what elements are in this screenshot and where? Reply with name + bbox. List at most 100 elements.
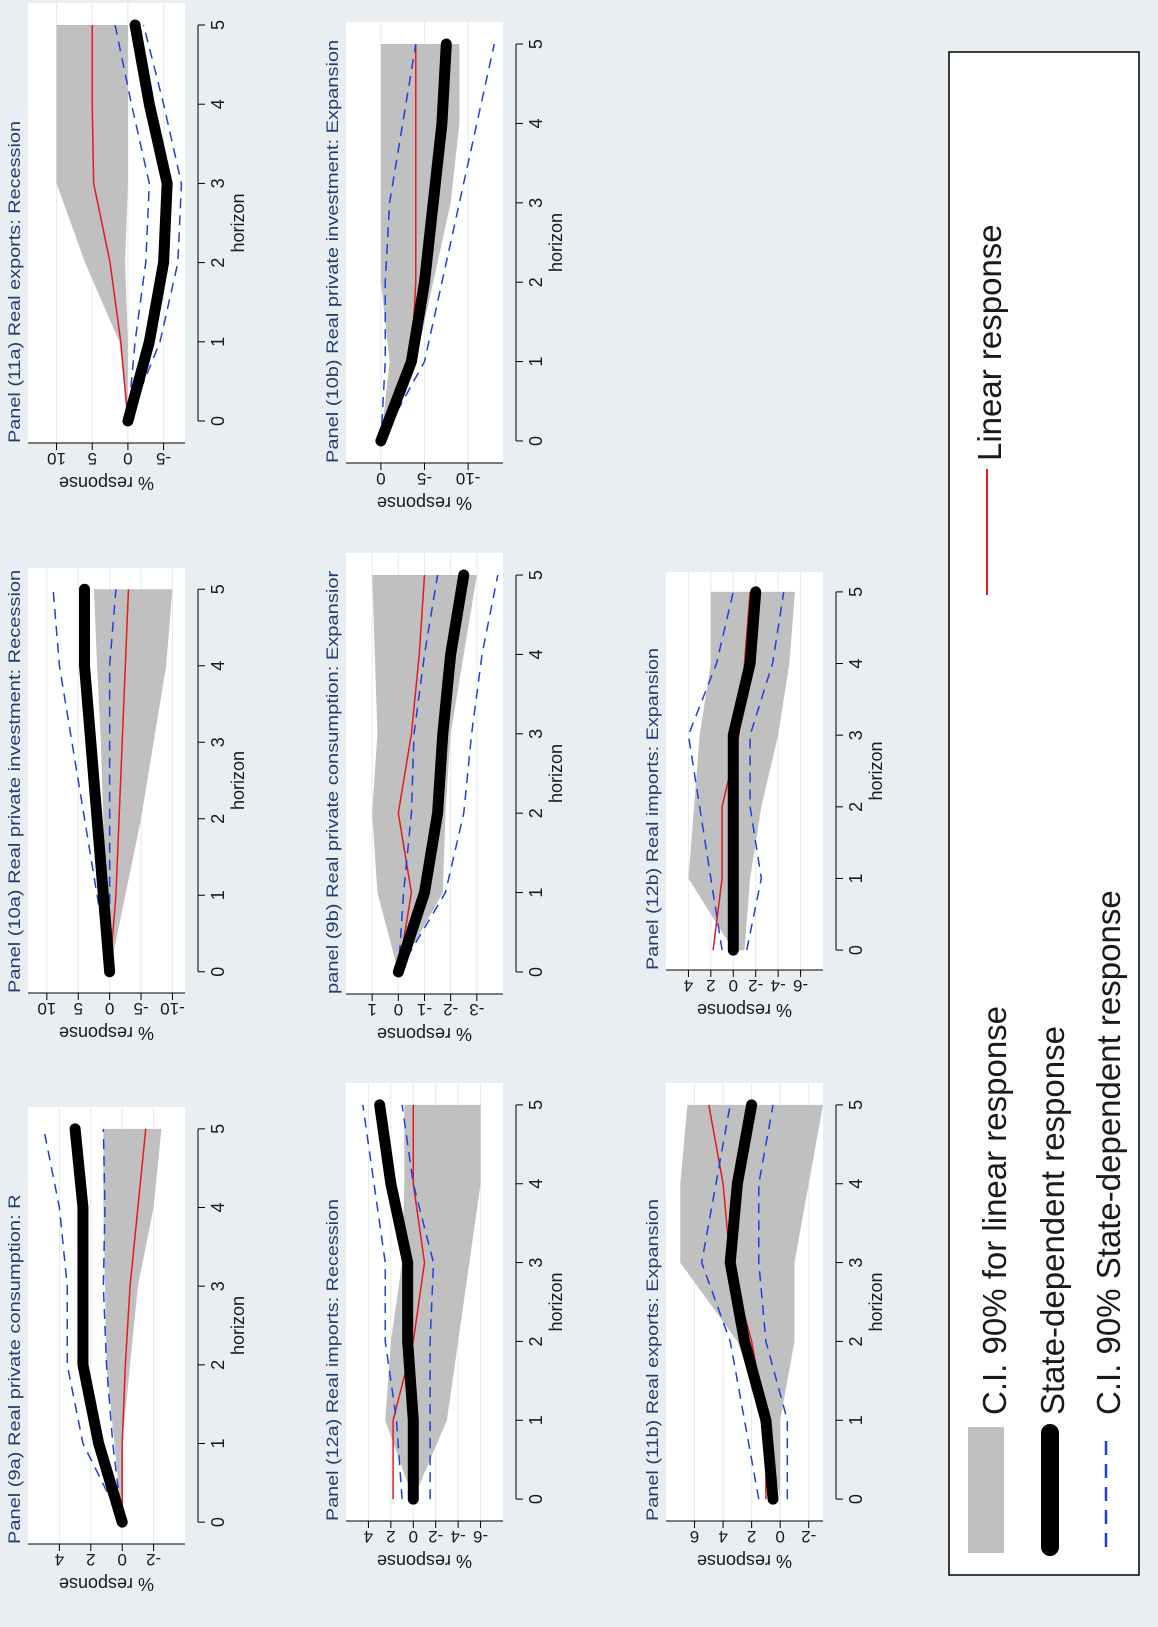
x-axis-label: horizon — [546, 213, 566, 272]
y-axis-label: % response — [59, 1023, 154, 1043]
y-tick-label: -10 — [160, 999, 185, 1018]
y-tick-label: -6 — [473, 1527, 488, 1546]
x-tick-label: 3 — [526, 198, 546, 208]
y-tick-label: 0 — [394, 1000, 403, 1019]
y-tick-label: 2 — [386, 1527, 395, 1546]
x-tick-label: 1 — [526, 888, 546, 898]
series-line-state — [374, 1099, 419, 1505]
x-tick-label: 4 — [208, 99, 228, 109]
series-line-ci-state — [108, 589, 117, 972]
series-line-state — [724, 1099, 779, 1505]
series-line-ci-state — [380, 43, 417, 441]
series-line-ci-state — [397, 574, 439, 972]
series-line-ci-state — [397, 574, 499, 973]
x-tick-label: 3 — [208, 178, 228, 188]
series-line-ci-state — [758, 1104, 789, 1500]
x-tick-label: 5 — [208, 584, 228, 594]
legend-label-state: State-dependent response — [1034, 1026, 1071, 1415]
panel-title: Panel (11b) Real exports: Expansion — [643, 1199, 662, 1521]
y-tick-label: 4 — [718, 1527, 727, 1546]
x-tick-label: 5 — [846, 1100, 866, 1110]
x-tick-label: 4 — [526, 1179, 546, 1189]
y-tick-label: -4 — [771, 976, 786, 995]
series-line-state — [375, 38, 452, 447]
x-tick-label: 5 — [526, 570, 546, 580]
x-axis-label: horizon — [546, 744, 566, 803]
series-line-state — [79, 583, 116, 978]
x-tick-label: 2 — [526, 277, 546, 287]
x-tick-label: 5 — [526, 1100, 546, 1110]
ci-band-linear — [93, 589, 173, 972]
y-axis-label: % response — [377, 493, 472, 513]
panel-title: panel (9b) Real private consumption: Exp… — [323, 570, 342, 994]
y-tick-label: 10 — [37, 999, 56, 1018]
y-tick-label: 2 — [706, 976, 715, 995]
legend-label-linear: Linear response — [971, 224, 1008, 461]
panel-p10a: -10 -5 0 5 10% response 0 1 2 3 4 5 horizon Panel (1… — [5, 568, 248, 1043]
panel-title: Panel (10b) Real private investment: Exp… — [323, 40, 342, 463]
x-tick-label: 0 — [846, 945, 866, 955]
y-tick-label: -6 — [793, 976, 808, 995]
legend-box — [948, 51, 1140, 1576]
series-line-ci-state — [127, 24, 183, 422]
panel-title: Panel (12b) Real imports: Expansion — [643, 648, 662, 970]
series-line-ci-state — [687, 591, 735, 951]
y-tick-label: 6 — [690, 1527, 699, 1546]
x-tick-label: 0 — [526, 436, 546, 446]
y-tick-label: 0 — [123, 449, 132, 468]
x-tick-label: 5 — [208, 1124, 228, 1134]
panel-title: Panel (12a) Real imports: Recession — [323, 1199, 342, 1521]
x-tick-label: 0 — [526, 967, 546, 977]
series-line-linear — [397, 575, 426, 973]
y-tick-label: 5 — [87, 449, 96, 468]
x-tick-label: 5 — [208, 20, 228, 30]
legend-label-band: C.I. 90% for linear response — [976, 1006, 1013, 1415]
ci-band-linear — [680, 1104, 823, 1500]
panel-p10b: -10 -5 0 % response 0 1 2 3 4 5 horizon Panel (10b)… — [323, 22, 566, 513]
y-tick-label: 5 — [74, 999, 83, 1018]
x-tick-label: 4 — [526, 118, 546, 128]
x-tick-label: 3 — [208, 1281, 228, 1291]
y-tick-label: 1 — [367, 1000, 376, 1019]
y-tick-label: 4 — [55, 1550, 64, 1569]
x-tick-label: 3 — [208, 737, 228, 747]
x-tick-label: 2 — [208, 258, 228, 268]
y-tick-label: 4 — [364, 1527, 373, 1546]
x-tick-label: 1 — [208, 337, 228, 347]
y-tick-label: 0 — [409, 1527, 418, 1546]
x-axis-label: horizon — [228, 193, 248, 252]
y-tick-label: -2 — [146, 1550, 161, 1569]
x-axis-label: horizon — [228, 1296, 248, 1355]
y-tick-label: -10 — [456, 469, 481, 488]
x-tick-label: 1 — [526, 1415, 546, 1425]
y-axis-label: % response — [697, 1000, 792, 1020]
panel-title: Panel (10a) Real private investment: Rec… — [5, 570, 24, 993]
series-line-linear — [392, 1104, 426, 1500]
panel-p11a: -5 0 5 10 % response 0 1 2 3 4 5 horizon Panel (11a)… — [5, 3, 248, 493]
series-line-ci-state — [380, 43, 496, 442]
panel-p9a: -2 0 2 4 % response 0 1 2 3 4 5 horizon Panel (9a) R… — [5, 1107, 248, 1594]
x-tick-label: 1 — [208, 890, 228, 900]
x-tick-label: 0 — [846, 1494, 866, 1504]
y-tick-label: -2 — [748, 976, 763, 995]
series-line-ci-state — [746, 591, 785, 951]
y-axis-label: % response — [697, 1551, 792, 1571]
x-tick-label: 1 — [526, 357, 546, 367]
series-line-linear — [91, 25, 129, 422]
y-tick-label: 0 — [376, 469, 385, 488]
panel-title: Panel (9a) Real private consumption: R — [5, 1194, 24, 1544]
x-tick-label: 4 — [526, 649, 546, 659]
series-line-state — [122, 19, 173, 427]
x-tick-label: 2 — [208, 814, 228, 824]
x-tick-label: 4 — [208, 661, 228, 671]
y-tick-label: 0 — [105, 999, 114, 1018]
ci-band-linear — [56, 25, 128, 421]
x-tick-label: 5 — [846, 587, 866, 597]
x-tick-label: 2 — [846, 802, 866, 812]
y-tick-label: -2 — [428, 1527, 443, 1546]
x-tick-label: 4 — [846, 659, 866, 669]
x-tick-label: 2 — [526, 1336, 546, 1346]
series-line-ci-state — [102, 1128, 123, 1523]
